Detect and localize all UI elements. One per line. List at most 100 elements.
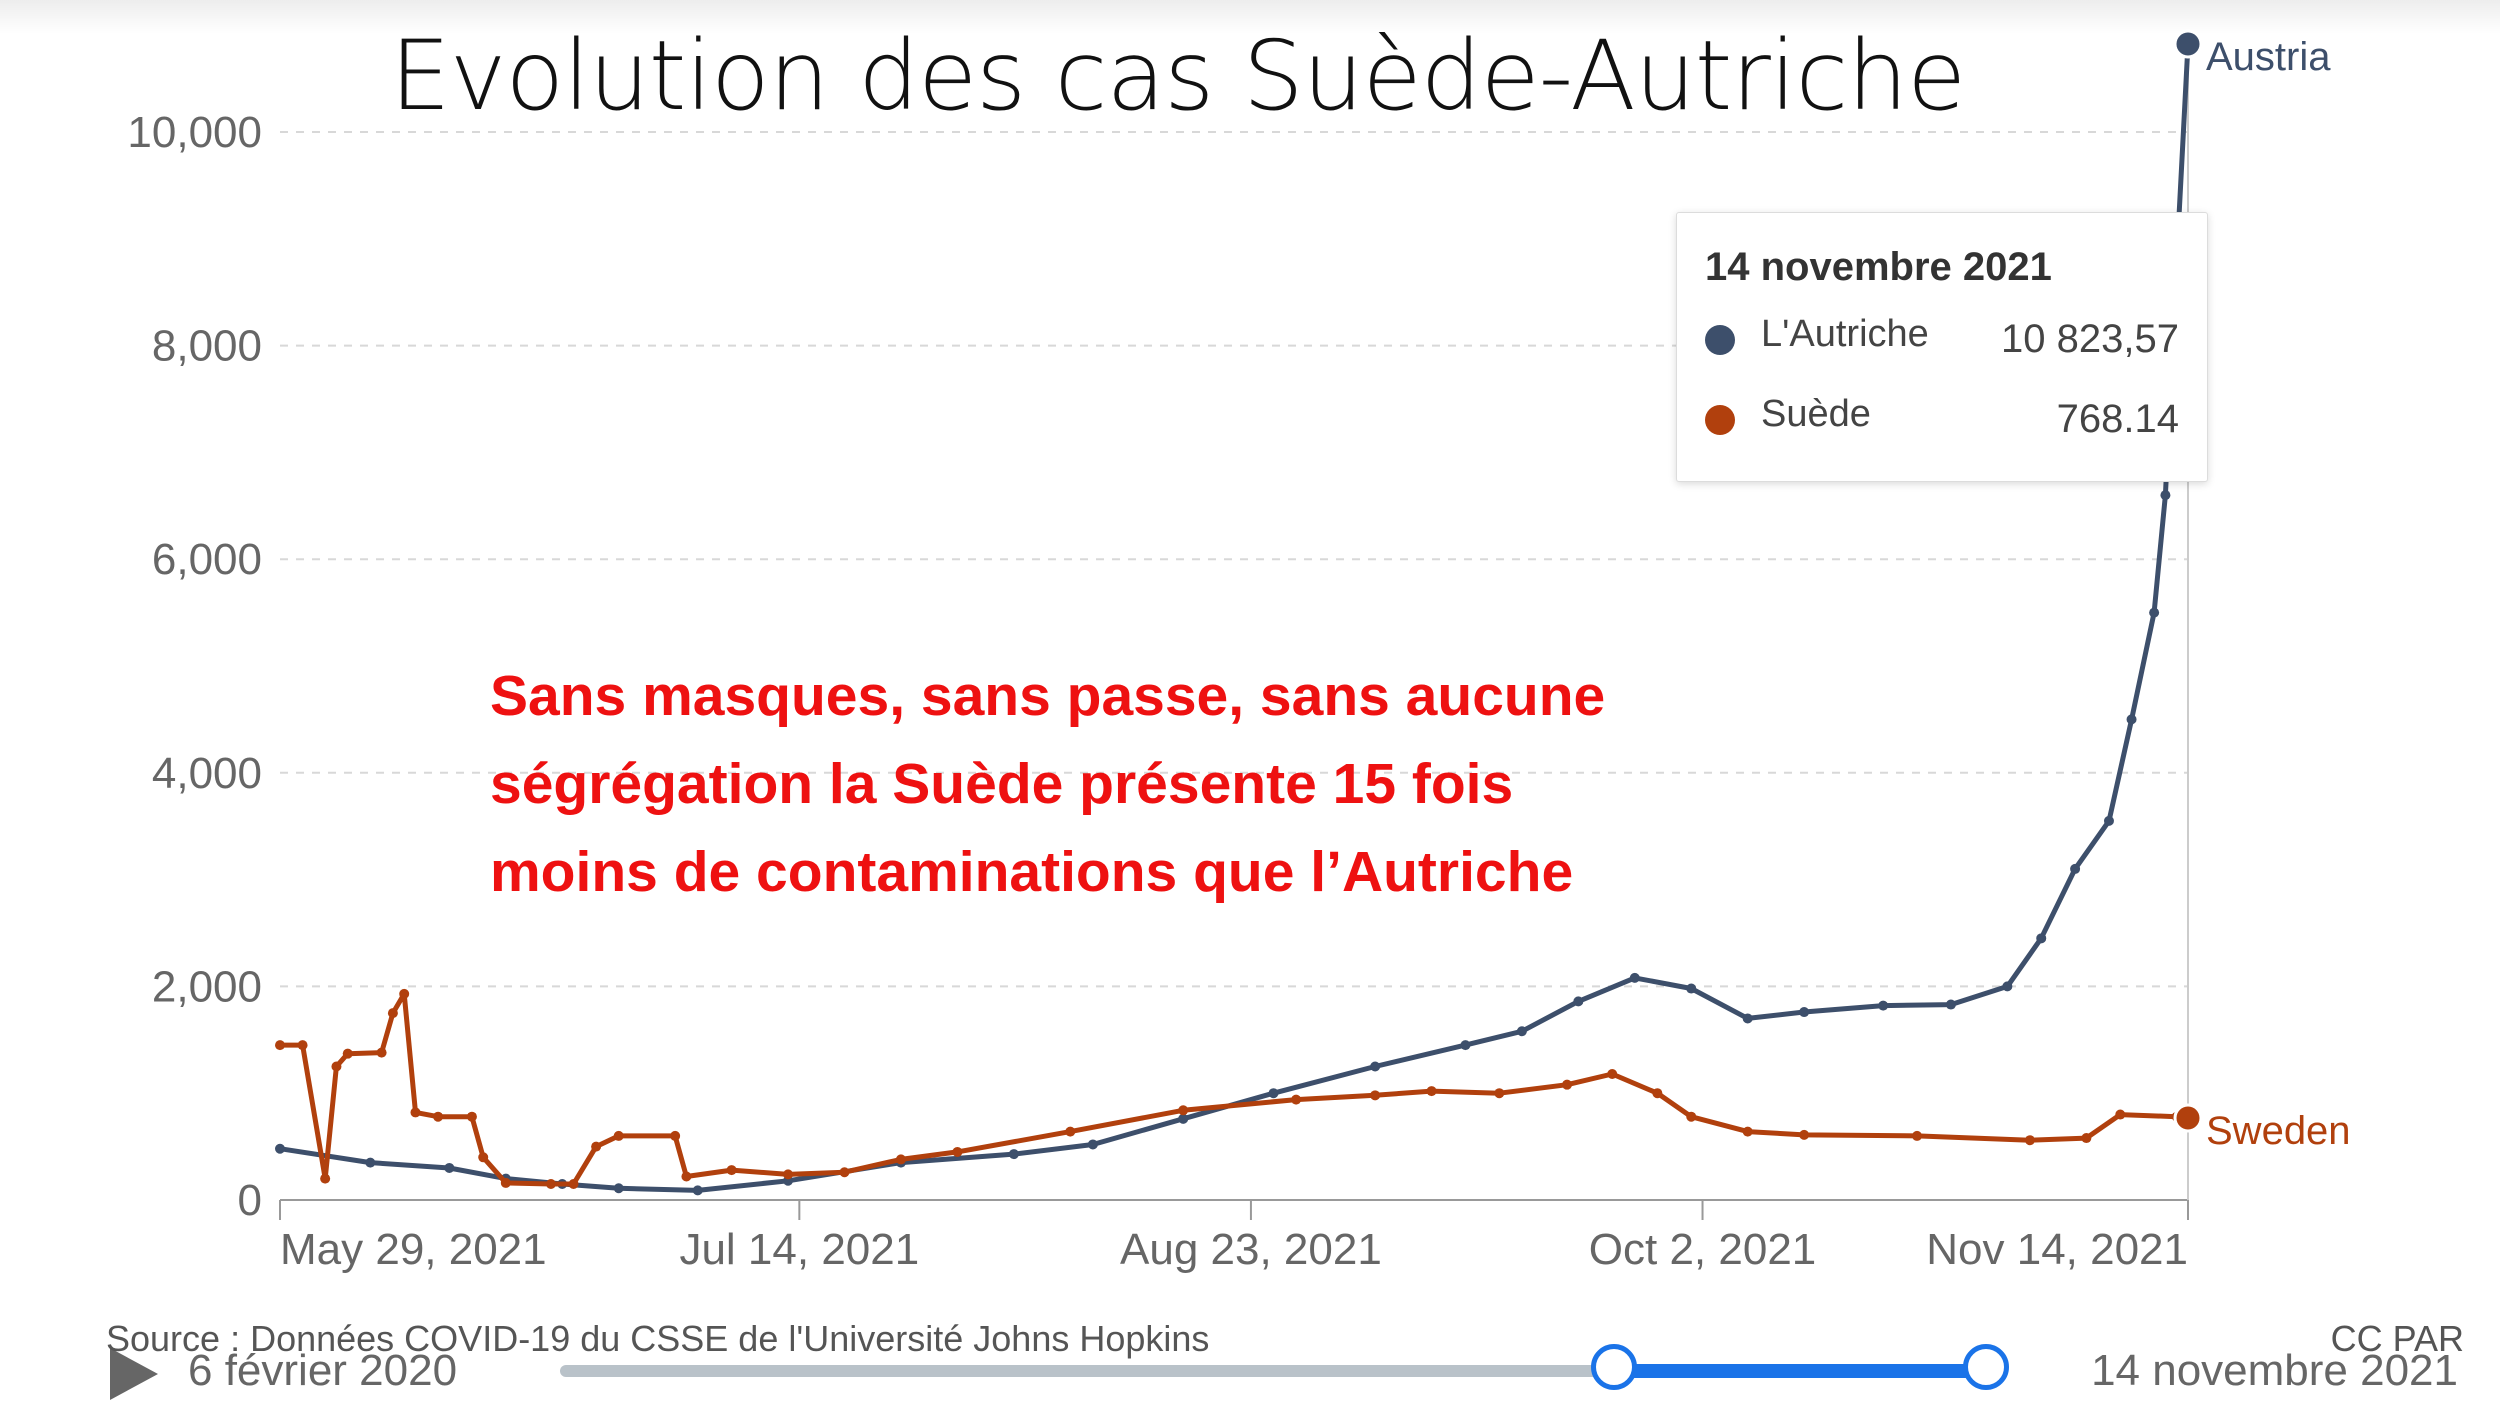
data-point: [1742, 1126, 1753, 1137]
y-tick-label: 10,000: [127, 108, 262, 157]
data-point: [444, 1162, 455, 1173]
data-point: [2070, 863, 2081, 874]
timeline-start-label: 6 février 2020: [188, 1346, 458, 1395]
data-point: [670, 1130, 681, 1141]
data-point: [1426, 1086, 1437, 1097]
data-point: [591, 1141, 602, 1152]
data-point: [410, 1107, 421, 1118]
timeline-start-handle[interactable]: [1591, 1344, 1637, 1390]
data-point: [1607, 1068, 1618, 1079]
tooltip-series-value: 768.14: [2056, 397, 2179, 441]
data-point: [1370, 1061, 1381, 1072]
data-point: [2002, 981, 2013, 992]
timeline-selected-range[interactable]: [1614, 1364, 1986, 1378]
chart-series: [275, 29, 2203, 1196]
data-point: [2036, 933, 2047, 944]
data-point: [1562, 1079, 1573, 1090]
data-point: [1178, 1113, 1189, 1124]
data-point: [1742, 1013, 1753, 1024]
series-end-label: Austria: [2206, 35, 2331, 79]
data-point: [681, 1171, 692, 1182]
data-point: [1912, 1130, 1923, 1141]
data-point: [613, 1183, 624, 1194]
data-point: [839, 1167, 850, 1178]
data-point: [2149, 607, 2160, 618]
line-chart: 0 2,000 4,000 6,000 8,000 10,000 May 29, 2021…: [127, 29, 2351, 1274]
tooltip-date: 14 novembre 2021: [1705, 245, 2052, 289]
timeline-end-handle[interactable]: [1963, 1344, 2009, 1390]
data-point: [1494, 1088, 1505, 1099]
data-point: [331, 1061, 342, 1072]
data-point: [1945, 999, 1956, 1010]
data-point: [376, 1047, 387, 1058]
data-point: [500, 1177, 511, 1188]
series-end-labels: Austria Sweden: [2206, 35, 2351, 1153]
data-point: [275, 1040, 285, 1051]
data-point: [1799, 1129, 1810, 1140]
austria-dot-icon: [1705, 325, 1735, 355]
x-tick-label: Aug 23, 2021: [1120, 1225, 1382, 1274]
data-point: [399, 988, 410, 999]
data-point: [1799, 1007, 1810, 1018]
x-axis: May 29, 2021 Jul 14, 2021 Aug 23, 2021 Oct …: [279, 42, 2189, 1274]
license-link[interactable]: CC PAR: [2330, 1318, 2464, 1359]
sweden-dot-icon: [1705, 405, 1735, 435]
data-point: [2115, 1109, 2126, 1120]
x-tick-label: Nov 14, 2021: [1926, 1225, 2188, 1274]
y-axis: 0 2,000 4,000 6,000 8,000 10,000: [127, 108, 262, 1225]
data-point: [895, 1154, 906, 1165]
data-point: [1268, 1088, 1279, 1099]
data-point: [275, 1143, 285, 1154]
tooltip-series-name: Suède: [1761, 393, 1871, 435]
data-point: [342, 1048, 353, 1059]
tooltip-series-value: 10 823,57: [2001, 317, 2179, 361]
data-point: [1652, 1088, 1663, 1099]
series-end-marker: [2173, 29, 2203, 59]
y-tick-label: 0: [238, 1176, 262, 1225]
y-tick-label: 2,000: [152, 962, 262, 1011]
data-point: [726, 1165, 737, 1176]
data-point: [2024, 1135, 2035, 1146]
data-point: [1573, 996, 1584, 1007]
data-point: [1878, 1000, 1889, 1011]
annotation-line: ségrégation la Suède présente 15 fois: [490, 752, 1514, 816]
data-point: [466, 1111, 477, 1122]
data-point: [2160, 490, 2171, 501]
y-tick-label: 8,000: [152, 322, 262, 371]
data-point: [692, 1185, 703, 1196]
data-point: [1087, 1139, 1098, 1150]
data-point: [297, 1040, 308, 1051]
data-point: [1460, 1040, 1471, 1051]
data-point: [568, 1178, 579, 1189]
annotation-line: moins de contaminations que l’Autriche: [490, 840, 1574, 904]
data-point: [613, 1130, 624, 1141]
data-point: [2081, 1133, 2092, 1144]
data-point: [783, 1169, 794, 1180]
data-point: [387, 1008, 398, 1019]
data-point: [2126, 714, 2137, 725]
slide-annotation: Sans masques, sans passe, sans aucune sé…: [490, 652, 1790, 916]
data-point: [1008, 1149, 1019, 1160]
x-tick-label: May 29, 2021: [280, 1225, 547, 1274]
timeline-end-label: 14 novembre 2021: [2091, 1346, 2458, 1395]
slide-shadow: [0, 0, 2500, 34]
data-point: [1178, 1105, 1189, 1116]
tooltip-row-sweden: Suède 768.14: [1705, 391, 2179, 441]
data-point: [1516, 1026, 1527, 1037]
series-line-austria: [279, 43, 2191, 1193]
play-icon[interactable]: [110, 1348, 158, 1400]
y-tick-label: 6,000: [152, 535, 262, 584]
slide-title: Evolution des cas Suède-Autriche: [390, 20, 1966, 132]
series-end-marker: [2173, 1103, 2203, 1133]
tooltip-row-austria: L'Autriche 10 823,57: [1705, 311, 2179, 361]
data-point: [365, 1157, 376, 1168]
series-line-sweden: [280, 991, 2189, 1187]
x-tick-label: Jul 14, 2021: [679, 1225, 919, 1274]
data-point: [1065, 1126, 1076, 1137]
data-point: [478, 1152, 489, 1163]
y-tick-label: 4,000: [152, 749, 262, 798]
data-point: [545, 1178, 556, 1189]
data-point: [1629, 972, 1640, 983]
data-point: [320, 1173, 331, 1184]
data-point: [2103, 815, 2114, 826]
